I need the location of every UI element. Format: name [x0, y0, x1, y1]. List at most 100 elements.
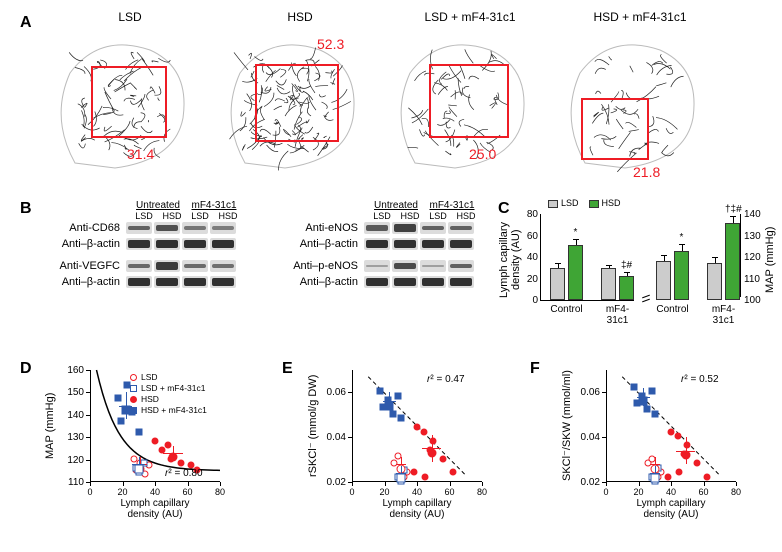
blot-group-0: Untreated: [130, 200, 186, 211]
x-axis-label: Lymph capillarydensity (AU): [352, 498, 482, 520]
data-point: [449, 469, 456, 476]
panel-e: 0204060800.020.040.06rSKCl⁻ (mmol/g DW)L…: [324, 362, 509, 522]
ytick: 0.02: [324, 477, 346, 488]
blot-lane: [154, 276, 180, 288]
blot-row: Anti–β-actin: [40, 237, 242, 251]
data-point: [648, 388, 655, 395]
blot-lane-2: LSD: [424, 211, 452, 221]
blot-lane: [210, 238, 236, 250]
blot-lane: [392, 222, 418, 234]
data-point: [703, 473, 710, 480]
blot-lane: [210, 260, 236, 272]
blot-row: Anti–p-eNOS: [278, 259, 480, 273]
blot-label: Anti–β-actin: [278, 276, 364, 288]
blot-lane: [182, 238, 208, 250]
blot-label: Anti-VEGFC: [40, 260, 126, 272]
mean-point: [681, 451, 690, 460]
blot-lane-2: LSD: [186, 211, 214, 221]
ytick: 0.06: [324, 387, 346, 398]
bar: [550, 268, 565, 300]
blot-lane: [448, 260, 474, 272]
roi-value-0: 31.4: [127, 146, 154, 162]
blot-row: Anti–β-actin: [40, 275, 242, 289]
ytick: 110: [62, 477, 84, 488]
data-point: [114, 395, 121, 402]
panel-a-title-3: HSD + mF4-31c1: [575, 10, 705, 24]
blot-lane: [154, 222, 180, 234]
bar: [619, 276, 634, 300]
data-point: [414, 424, 421, 431]
panel-c-label: C: [498, 200, 510, 218]
blot-label: Anti-CD68: [40, 222, 126, 234]
x-axis-label: Lymph capillarydensity (AU): [606, 498, 736, 520]
blot-lane: [448, 222, 474, 234]
blot-lane: [364, 222, 390, 234]
xtick: 20: [633, 487, 643, 497]
group-label: mF4-31c1: [601, 304, 634, 326]
blot-lane: [210, 276, 236, 288]
blot-lane: [210, 222, 236, 234]
sig-mark: ‡#: [619, 260, 634, 271]
y-axis-label: MAP (mmHg): [764, 220, 776, 300]
blot-label: Anti–β-actin: [40, 238, 126, 250]
data-point: [410, 469, 417, 476]
data-point: [397, 415, 404, 422]
xtick: 80: [215, 487, 225, 497]
r2-label: r² = 0.47: [427, 374, 465, 385]
data-point: [376, 388, 383, 395]
roi-box-0: [91, 66, 167, 138]
xtick: 60: [698, 487, 708, 497]
xtick: 40: [150, 487, 160, 497]
ytick: 0.04: [578, 432, 600, 443]
panel-a-title-1: HSD: [235, 10, 365, 24]
xtick: 60: [182, 487, 192, 497]
xtick: 20: [117, 487, 127, 497]
roi-value-2: 25.0: [469, 146, 496, 162]
blot-lane: [126, 222, 152, 234]
ytick: 0.02: [578, 477, 600, 488]
data-point: [389, 410, 396, 417]
ytick: 140: [62, 410, 84, 421]
data-point: [664, 473, 671, 480]
blot-lane: [448, 238, 474, 250]
mean-point: [639, 397, 648, 406]
blot-lane: [420, 260, 446, 272]
blot-lane: [182, 222, 208, 234]
ytick: 0: [520, 295, 538, 306]
mean-point: [134, 464, 143, 473]
blot-lane-0: LSD: [368, 211, 396, 221]
mean-point: [168, 453, 177, 462]
data-point: [651, 410, 658, 417]
data-point: [668, 428, 675, 435]
mean-point: [396, 473, 405, 482]
roi-box-2: [429, 64, 509, 138]
ytick: 0.04: [324, 432, 346, 443]
roi-box-1: [255, 64, 339, 142]
ytick: 0.06: [578, 387, 600, 398]
ytick: 140: [744, 209, 761, 220]
data-point: [135, 428, 142, 435]
y-axis-label: MAP (mmHg): [44, 370, 56, 482]
bar: [725, 223, 740, 300]
ytick: 20: [520, 274, 538, 285]
blot-lane: [126, 260, 152, 272]
blot-row: Anti–β-actin: [278, 237, 480, 251]
ytick: 150: [62, 387, 84, 398]
ytick: 110: [744, 274, 760, 285]
blot-label: Anti-eNOS: [278, 222, 364, 234]
ytick: 120: [744, 252, 761, 263]
data-point: [643, 406, 650, 413]
data-point: [630, 383, 637, 390]
panel-a-label: A: [20, 14, 32, 32]
data-point: [152, 437, 159, 444]
panel-f: 0204060800.020.040.06SKCl⁻/SKW (mmol/ml)…: [578, 362, 763, 522]
data-point: [676, 469, 683, 476]
blot-lane: [392, 276, 418, 288]
blot-lane: [126, 238, 152, 250]
panel-b-label: B: [20, 200, 32, 218]
panel-f-label: F: [530, 360, 540, 378]
scatter-legend: LSDLSD + mF4-31c1HSDHSD + mF4-31c1: [130, 372, 207, 416]
panel-d-label: D: [20, 360, 32, 378]
group-label: Control: [656, 304, 689, 315]
xtick: 60: [444, 487, 454, 497]
